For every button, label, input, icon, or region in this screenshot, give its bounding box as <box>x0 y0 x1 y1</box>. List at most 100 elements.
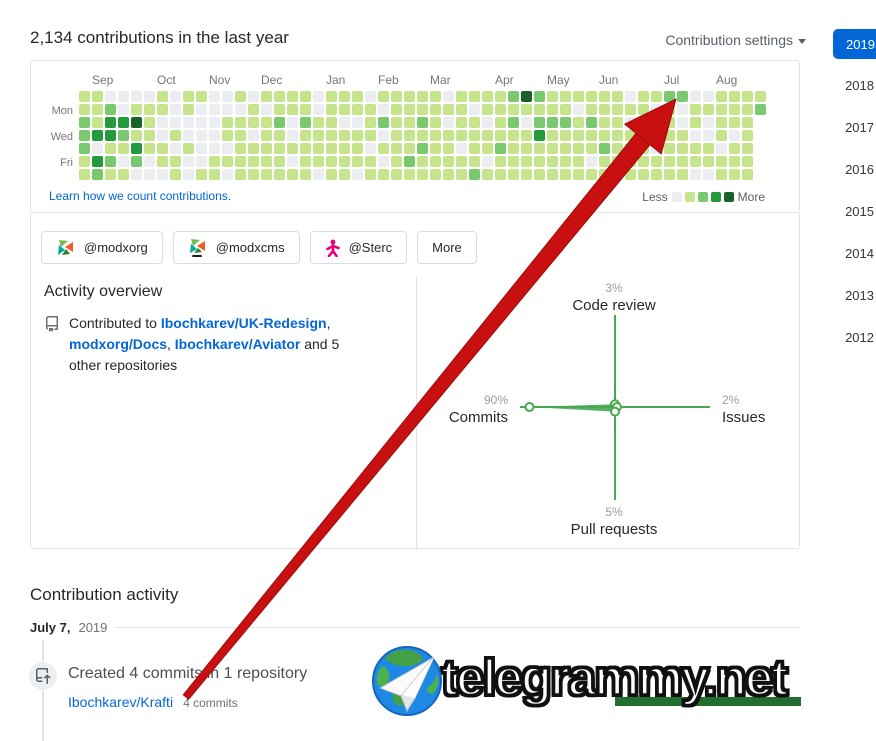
contribution-cell[interactable] <box>326 143 337 154</box>
contribution-cell[interactable] <box>235 117 246 128</box>
contribution-cell[interactable] <box>352 104 363 115</box>
contribution-cell[interactable] <box>417 91 428 102</box>
contribution-cell[interactable] <box>378 117 389 128</box>
contribution-cell[interactable] <box>131 130 142 141</box>
contribution-cell[interactable] <box>651 143 662 154</box>
contribution-cell[interactable] <box>274 169 285 180</box>
contribution-cell[interactable] <box>404 169 415 180</box>
contribution-cell[interactable] <box>79 169 90 180</box>
contribution-cell[interactable] <box>495 143 506 154</box>
year-item-2017[interactable]: 2017 <box>845 120 874 135</box>
contribution-cell[interactable] <box>508 143 519 154</box>
contribution-cell[interactable] <box>131 104 142 115</box>
contribution-cell[interactable] <box>352 91 363 102</box>
contribution-cell[interactable] <box>378 143 389 154</box>
contribution-cell[interactable] <box>404 156 415 167</box>
contribution-cell[interactable] <box>443 91 454 102</box>
contribution-cell[interactable] <box>508 156 519 167</box>
contribution-cell[interactable] <box>326 91 337 102</box>
contribution-cell[interactable] <box>417 117 428 128</box>
contribution-cell[interactable] <box>183 130 194 141</box>
contribution-cell[interactable] <box>430 117 441 128</box>
year-item-2013[interactable]: 2013 <box>845 288 874 303</box>
contribution-cell[interactable] <box>144 169 155 180</box>
contribution-cell[interactable] <box>703 117 714 128</box>
contribution-cell[interactable] <box>157 130 168 141</box>
contribution-cell[interactable] <box>612 156 623 167</box>
contribution-cell[interactable] <box>222 91 233 102</box>
contribution-cell[interactable] <box>586 169 597 180</box>
contribution-cell[interactable] <box>638 117 649 128</box>
org-button-sterc[interactable]: @Sterc <box>309 231 408 264</box>
contribution-cell[interactable] <box>430 130 441 141</box>
contribution-cell[interactable] <box>508 117 519 128</box>
contribution-cell[interactable] <box>469 117 480 128</box>
contribution-cell[interactable] <box>235 143 246 154</box>
contribution-cell[interactable] <box>456 104 467 115</box>
contribution-cell[interactable] <box>300 91 311 102</box>
contribution-cell[interactable] <box>313 156 324 167</box>
contribution-cell[interactable] <box>716 130 727 141</box>
contribution-cell[interactable] <box>170 169 181 180</box>
contribution-cell[interactable] <box>378 156 389 167</box>
contribution-cell[interactable] <box>612 143 623 154</box>
contribution-cell[interactable] <box>235 104 246 115</box>
contribution-cell[interactable] <box>365 169 376 180</box>
contribution-cell[interactable] <box>274 143 285 154</box>
contribution-cell[interactable] <box>183 117 194 128</box>
contribution-cell[interactable] <box>79 91 90 102</box>
contribution-cell[interactable] <box>248 156 259 167</box>
contribution-cell[interactable] <box>638 143 649 154</box>
contribution-cell[interactable] <box>391 156 402 167</box>
contribution-cell[interactable] <box>677 169 688 180</box>
contribution-cell[interactable] <box>248 143 259 154</box>
contribution-cell[interactable] <box>404 91 415 102</box>
contribution-cell[interactable] <box>573 91 584 102</box>
contribution-cell[interactable] <box>651 91 662 102</box>
contribution-cell[interactable] <box>469 156 480 167</box>
contribution-cell[interactable] <box>742 169 753 180</box>
contribution-settings-dropdown[interactable]: Contribution settings <box>630 32 806 48</box>
contribution-cell[interactable] <box>287 143 298 154</box>
year-item-2016[interactable]: 2016 <box>845 162 874 177</box>
contribution-cell[interactable] <box>170 91 181 102</box>
more-orgs-button[interactable]: More <box>417 231 477 264</box>
contribution-cell[interactable] <box>404 130 415 141</box>
contribution-cell[interactable] <box>417 169 428 180</box>
contribution-cell[interactable] <box>105 91 116 102</box>
contribution-cell[interactable] <box>677 130 688 141</box>
contribution-cell[interactable] <box>131 169 142 180</box>
contribution-cell[interactable] <box>482 117 493 128</box>
contribution-cell[interactable] <box>547 104 558 115</box>
contribution-cell[interactable] <box>248 91 259 102</box>
contribution-cell[interactable] <box>482 130 493 141</box>
contribution-cell[interactable] <box>664 156 675 167</box>
contribution-cell[interactable] <box>599 104 610 115</box>
contribution-cell[interactable] <box>352 117 363 128</box>
contribution-cell[interactable] <box>118 143 129 154</box>
contribution-cell[interactable] <box>664 117 675 128</box>
contribution-cell[interactable] <box>560 104 571 115</box>
contribution-cell[interactable] <box>274 104 285 115</box>
contribution-cell[interactable] <box>92 91 103 102</box>
contribution-cell[interactable] <box>183 156 194 167</box>
contribution-cell[interactable] <box>209 104 220 115</box>
contribution-cell[interactable] <box>625 143 636 154</box>
contribution-cell[interactable] <box>274 117 285 128</box>
contribution-cell[interactable] <box>508 169 519 180</box>
contribution-cell[interactable] <box>222 169 233 180</box>
year-item-2018[interactable]: 2018 <box>845 78 874 93</box>
contribution-cell[interactable] <box>248 169 259 180</box>
contribution-cell[interactable] <box>261 104 272 115</box>
contribution-cell[interactable] <box>625 169 636 180</box>
contribution-cell[interactable] <box>378 130 389 141</box>
contribution-cell[interactable] <box>144 104 155 115</box>
contribution-cell[interactable] <box>456 156 467 167</box>
contribution-cell[interactable] <box>534 104 545 115</box>
contribution-cell[interactable] <box>690 143 701 154</box>
contribution-cell[interactable] <box>495 91 506 102</box>
contribution-cell[interactable] <box>79 156 90 167</box>
contribution-cell[interactable] <box>118 104 129 115</box>
contribution-cell[interactable] <box>456 169 467 180</box>
contribution-cell[interactable] <box>534 143 545 154</box>
